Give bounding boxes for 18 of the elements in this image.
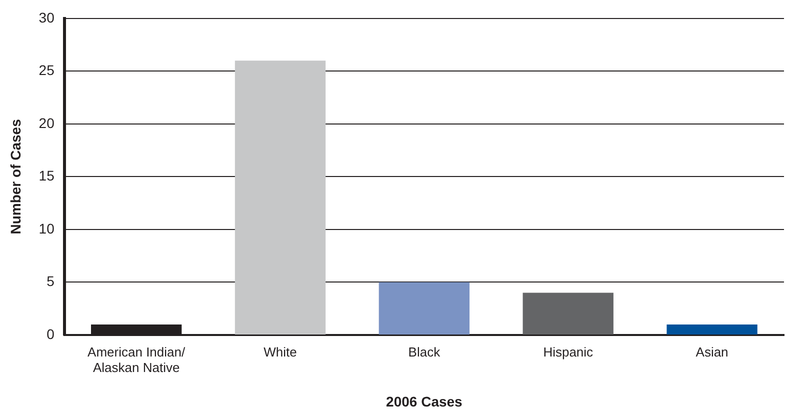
x-tick-label: Hispanic xyxy=(543,344,594,360)
y-tick-label: 15 xyxy=(38,168,55,184)
y-tick-label: 5 xyxy=(46,273,55,290)
y-tick-label: 20 xyxy=(38,114,55,131)
bar xyxy=(522,292,614,334)
bar xyxy=(378,282,470,334)
y-tick-label: 30 xyxy=(38,9,55,26)
y-axis-title: Number of Cases xyxy=(7,118,24,234)
x-tick-label: Black xyxy=(408,344,441,360)
x-tick-label: American Indian/ Alaskan Native xyxy=(88,344,186,375)
y-tick-label: 0 xyxy=(46,326,55,342)
x-tick-label: Asian xyxy=(696,344,728,360)
bar xyxy=(234,60,326,334)
x-axis-title: 2006 Cases xyxy=(386,393,463,410)
y-tick-label: 25 xyxy=(38,62,55,78)
y-tick-label: 10 xyxy=(38,220,55,236)
x-tick-label: White xyxy=(264,344,297,360)
bar xyxy=(666,324,758,334)
